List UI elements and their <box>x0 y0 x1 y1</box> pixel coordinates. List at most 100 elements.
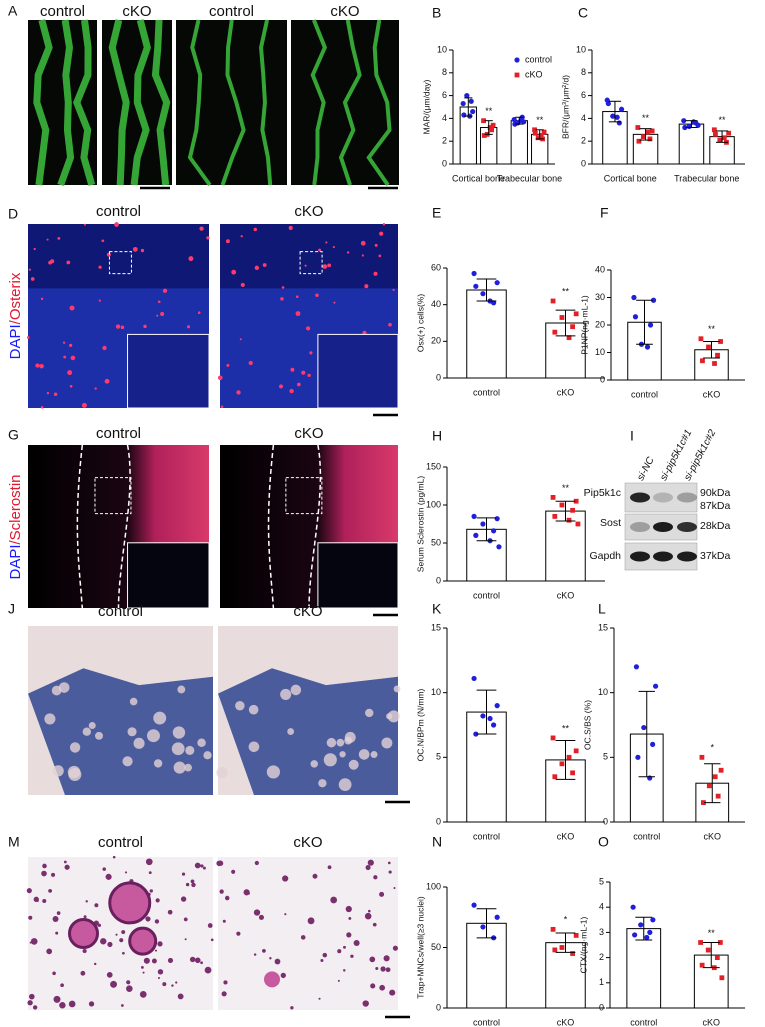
fluorescent-band <box>73 19 96 186</box>
cell <box>52 765 64 777</box>
data-point <box>480 291 486 297</box>
stain-dot <box>26 336 30 339</box>
stain-dot <box>253 227 257 232</box>
panel-letter: N <box>432 834 442 850</box>
cell <box>236 931 241 936</box>
stain-dot <box>361 254 364 257</box>
data-point <box>712 774 718 780</box>
cell <box>380 966 386 972</box>
cell <box>330 896 338 904</box>
fluorescent-band <box>259 19 273 186</box>
cell <box>181 872 186 876</box>
stain-dot <box>289 388 294 394</box>
significance: ** <box>485 106 493 116</box>
cell <box>185 745 195 756</box>
stain-dot <box>98 265 102 269</box>
cell <box>28 915 33 920</box>
y-tick-label: 10 <box>576 44 586 54</box>
image-label: cKO <box>122 3 151 20</box>
y-tick-label: 100 <box>426 499 441 509</box>
bar <box>510 120 528 165</box>
cell <box>52 916 59 922</box>
cell <box>48 889 53 893</box>
dark-region <box>28 224 209 289</box>
data-point <box>491 722 497 728</box>
cell <box>122 951 125 955</box>
y-tick-label: 8 <box>442 67 447 77</box>
data-point <box>641 724 647 731</box>
cell <box>338 778 352 792</box>
inset-box <box>108 251 132 275</box>
cell <box>157 969 164 975</box>
stain-dot <box>332 246 335 249</box>
x-tick-label: cKO <box>557 590 575 600</box>
stain-dot <box>69 343 73 348</box>
y-tick-label: 0 <box>442 158 447 168</box>
cell <box>143 957 150 964</box>
cell <box>173 761 186 774</box>
panel-letter: A <box>8 3 18 19</box>
cell <box>121 930 126 935</box>
osteoclast <box>264 971 280 988</box>
cell <box>145 858 153 866</box>
blot-size-label: 87kDa <box>700 500 731 512</box>
cell <box>197 738 206 748</box>
cell <box>262 948 266 953</box>
fluorescent-band <box>338 19 362 186</box>
y-tick-label: 2 <box>442 136 447 146</box>
cell <box>350 954 354 958</box>
bar <box>678 123 705 165</box>
data-point <box>711 127 717 133</box>
data-point <box>559 945 565 950</box>
cell <box>42 863 47 869</box>
x-tick-label: Trabecular bone <box>674 173 739 183</box>
data-point <box>649 128 655 134</box>
cell <box>370 751 378 759</box>
cell <box>300 935 306 940</box>
panel-letter: L <box>598 601 606 617</box>
y-axis-label: OC.N/BPm (N/mm) <box>415 688 425 761</box>
data-point <box>699 754 705 760</box>
x-tick-label: control <box>473 387 500 397</box>
data-point <box>552 329 558 335</box>
data-point <box>473 731 479 737</box>
fluorescent-band <box>108 19 130 186</box>
data-point <box>573 933 579 938</box>
stain-dot <box>280 297 284 301</box>
cell <box>94 903 99 908</box>
stain-dot <box>301 370 306 375</box>
stain-dot <box>33 247 36 251</box>
cell <box>175 981 178 984</box>
cell <box>248 704 259 715</box>
cell <box>124 871 128 874</box>
y-axis-label: P1NP(ng·mL-1) <box>579 295 589 355</box>
data-point <box>573 748 579 754</box>
cell <box>348 759 359 770</box>
blot-row-label: Sost <box>600 517 621 529</box>
y-tick-label: 40 <box>595 264 605 274</box>
cell <box>183 917 188 922</box>
fluorescent-band <box>187 19 212 187</box>
cell <box>284 913 287 916</box>
stain-dot <box>188 256 194 262</box>
cell <box>151 958 157 964</box>
stain-marker: /Sclerostin <box>7 474 24 544</box>
image-label: cKO <box>294 425 323 442</box>
data-point <box>715 352 720 358</box>
x-tick-label: control <box>473 831 500 841</box>
image-label: control <box>96 425 141 442</box>
cell <box>318 997 321 1000</box>
stain-dot <box>35 363 40 368</box>
data-point <box>573 311 579 317</box>
data-point <box>481 118 486 124</box>
data-point <box>640 134 646 140</box>
micrograph <box>218 857 398 1010</box>
panel-letter: E <box>432 205 441 221</box>
data-point <box>570 770 576 776</box>
cell <box>44 713 56 725</box>
marrow <box>28 668 213 795</box>
data-point <box>632 314 639 320</box>
cell <box>389 989 396 996</box>
fluorescent-band <box>310 19 328 186</box>
x-tick-label: control <box>633 831 660 841</box>
